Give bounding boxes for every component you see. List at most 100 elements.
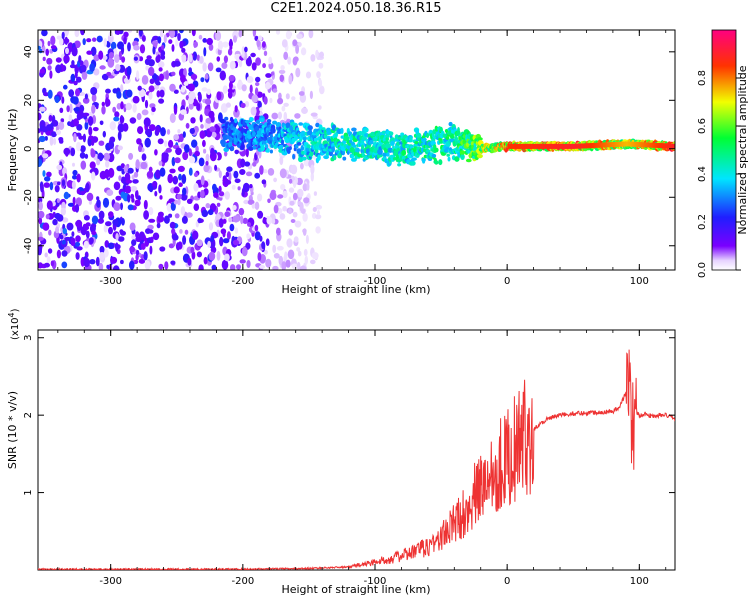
spectrogram-ridge-cell [248, 146, 254, 152]
spectrogram-speckle [199, 55, 204, 64]
spectrogram-speckle [171, 156, 176, 167]
spectrogram-ridge-cell [314, 148, 319, 154]
spectrogram-speckle [141, 75, 149, 85]
spectrogram-speckle [155, 81, 161, 86]
spectrogram-ridge-cell [360, 142, 365, 146]
spectrogram-speckle [38, 262, 43, 269]
spectrogram-band-cell [526, 143, 528, 149]
spectrogram-speckle [219, 70, 226, 81]
snr-frame [37, 329, 676, 571]
spectrogram-speckle [137, 85, 142, 91]
spectrogram-speckle [68, 114, 73, 122]
spectrogram-speckle [180, 74, 186, 83]
spectrogram-speckle [156, 90, 161, 98]
spectrogram-speckle [228, 81, 233, 90]
spectrogram-ridge-cell [328, 145, 333, 150]
spectrogram-speckle [105, 159, 110, 168]
spectrogram-speckle [73, 80, 78, 86]
spectrogram-speckle [48, 114, 53, 122]
spectrogram-band-cell [547, 143, 549, 149]
spectrogram-speckle [282, 205, 287, 212]
spectrogram-speckle [66, 105, 70, 113]
spectrogram-speckle [202, 62, 207, 72]
spectrogram-band-cell [588, 143, 591, 149]
spectrogram-band-cell [597, 142, 599, 148]
spectrogram-speckle [75, 252, 80, 260]
spectrogram-speckle [158, 160, 163, 166]
spectrogram-speckle [73, 132, 77, 143]
spectrogram-speckle [168, 243, 175, 249]
spectrogram-speckle [240, 158, 246, 168]
spectrogram-speckle [224, 211, 231, 217]
spectrogram-band-cell [583, 143, 585, 149]
spectrogram-speckle [108, 226, 113, 235]
spectrogram-speckle [182, 131, 186, 138]
spectrogram-speckle [229, 223, 235, 232]
spectrogram-speckle [40, 183, 44, 193]
spectrogram-speckle [173, 60, 181, 67]
spectrogram-band-cell [600, 142, 602, 148]
spectrogram-speckle [270, 71, 275, 76]
spectrogram-ridge-cell [351, 127, 357, 132]
spectrogram-band-cell [636, 141, 638, 147]
spectrogram-speckle [102, 130, 107, 138]
spectrogram-speckle [101, 101, 106, 107]
spectrogram-band-cell [565, 143, 567, 149]
spectrogram-speckle [76, 141, 81, 152]
spectrogram-band-cell [586, 143, 589, 149]
spectrogram-speckle [197, 217, 202, 224]
spectrogram-speckle [81, 71, 88, 80]
spectrogram-speckle [83, 240, 90, 249]
spectrogram-speckle [132, 95, 140, 104]
spectrogram-speckle [262, 63, 266, 69]
spectrogram-band-cell [624, 141, 627, 147]
spectrogram-speckle [122, 122, 129, 132]
spectrogram-band-cell [534, 143, 537, 149]
spectrogram-speckle [182, 235, 187, 245]
spectrogram-speckle [69, 103, 73, 114]
spectrogram-speckle [164, 140, 168, 147]
spectrogram-speckle [92, 127, 99, 132]
spectrogram-speckle [136, 70, 140, 81]
spectrogram-speckle [215, 67, 222, 73]
spectrogram-speckle [102, 197, 110, 208]
spectrogram-speckle [152, 181, 158, 187]
spectrogram-speckle [174, 157, 181, 164]
spectrogram-speckle [247, 199, 255, 205]
spectrogram-ridge-cell [388, 131, 394, 136]
spectrogram-speckle [259, 165, 264, 175]
spectrogram-band-cell [514, 143, 517, 149]
spectrogram-speckle [297, 250, 302, 257]
spectrogram-speckle [173, 134, 180, 141]
spectrogram-band-cell [542, 143, 544, 149]
spectrogram-speckle [172, 234, 179, 241]
spectrogram-speckle [72, 169, 78, 176]
spectrogram-speckle [190, 73, 198, 80]
spectrogram-speckle [303, 197, 310, 204]
spectrogram-speckle [246, 233, 251, 240]
spectrogram-speckle [319, 85, 325, 95]
spectrogram-band-cell [602, 142, 604, 148]
spectrogram-speckle [293, 236, 299, 243]
spectrogram-speckle [38, 48, 43, 54]
spectrogram-speckle [294, 113, 301, 119]
spectrogram-speckle [143, 199, 148, 210]
spectrogram-speckle [55, 129, 62, 135]
spectrogram-speckle [169, 113, 176, 124]
spectrogram-speckle [38, 135, 46, 143]
spectrogram-speckle [282, 190, 288, 199]
spectrogram-band-cell [611, 142, 614, 148]
spectrogram-ridge-cell [302, 136, 307, 141]
spectrogram-speckle [135, 159, 140, 170]
spectrogram-speckle [71, 231, 75, 237]
spectrogram-speckle [163, 34, 167, 43]
spectrogram-band-cell [563, 143, 565, 149]
spectrogram-speckle [203, 164, 210, 173]
spectrogram-speckle [195, 221, 199, 228]
spectrogram-speckle [171, 71, 176, 77]
spectrogram-speckle [231, 184, 236, 190]
spectrogram-band-cell [605, 142, 608, 148]
spectrogram-speckle [175, 147, 182, 156]
spectrogram-band-cell [543, 143, 545, 149]
spectrogram-band-cell [645, 142, 648, 148]
